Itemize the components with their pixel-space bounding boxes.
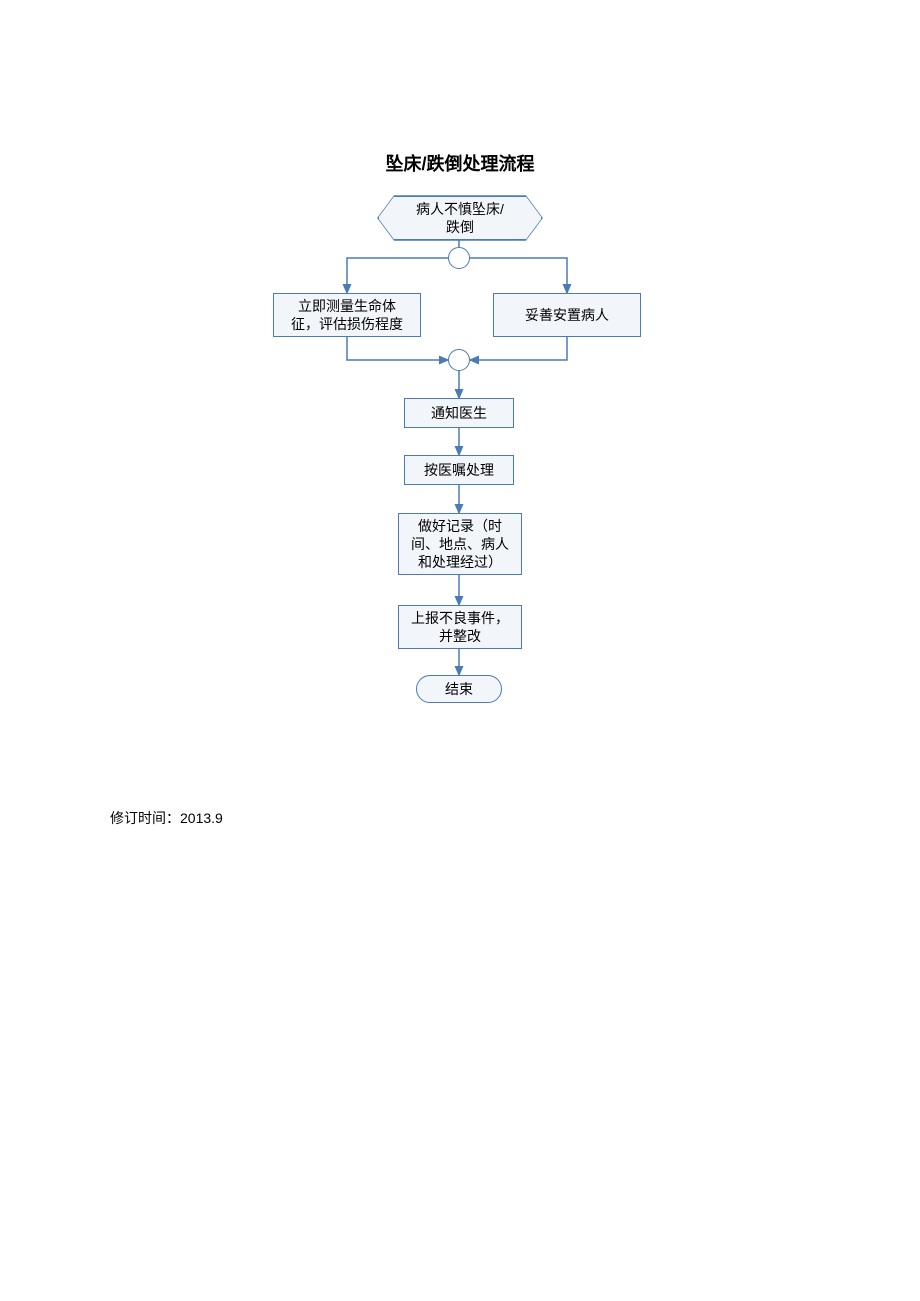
flowchart-edges [0, 0, 920, 1301]
edge-right-c2 [470, 337, 567, 360]
revision-date: 修订时间：2013.9 [110, 808, 223, 828]
flowchart-node-end: 结束 [416, 675, 502, 703]
node-label: 做好记录（时间、地点、病人和处理经过） [411, 517, 509, 572]
flowchart-node-start: 病人不慎坠床/跌倒 [378, 196, 542, 240]
node-label: 妥善安置病人 [525, 306, 609, 324]
node-label: 通知医生 [431, 404, 487, 422]
node-label: 上报不良事件，并整改 [411, 609, 509, 645]
flowchart-node-process: 按医嘱处理 [404, 455, 514, 485]
edge-left-c2 [347, 337, 448, 360]
edge-c1-left [347, 258, 448, 293]
edge-c1-right [470, 258, 567, 293]
flowchart-node-notify: 通知医生 [404, 398, 514, 428]
node-label: 病人不慎坠床/跌倒 [416, 200, 504, 236]
node-label: 立即测量生命体征，评估损伤程度 [291, 297, 403, 333]
flowchart-node-c1 [448, 247, 470, 269]
flowchart-node-report: 上报不良事件，并整改 [398, 605, 522, 649]
flowchart-node-c2 [448, 349, 470, 371]
node-label: 结束 [445, 680, 473, 698]
node-label: 按医嘱处理 [424, 461, 494, 479]
flowchart-node-right: 妥善安置病人 [493, 293, 641, 337]
flowchart-node-record: 做好记录（时间、地点、病人和处理经过） [398, 513, 522, 575]
flowchart-node-left: 立即测量生命体征，评估损伤程度 [273, 293, 421, 337]
page-title: 坠床/跌倒处理流程 [0, 150, 920, 176]
